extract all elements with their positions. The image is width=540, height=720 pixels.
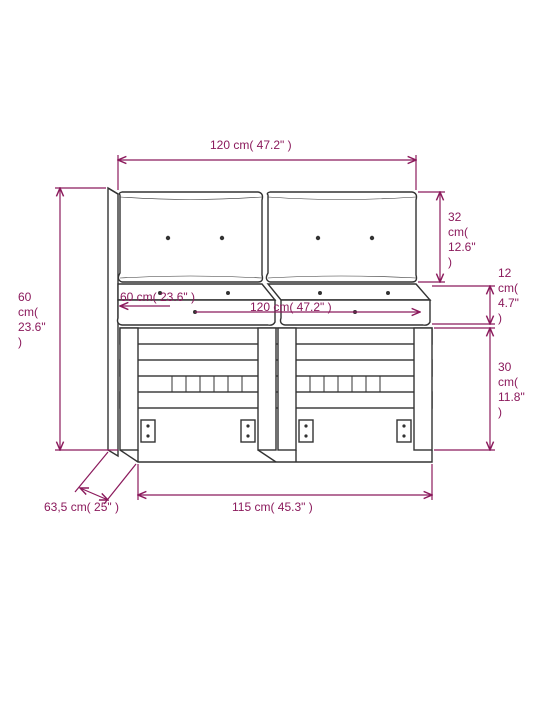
dim-base-width: 115 cm( 45.3" ) <box>232 500 313 514</box>
dim-seat-depth: 60 cm( 23.6" ) <box>120 290 195 304</box>
drawing-svg <box>0 0 540 720</box>
sofa-outline <box>108 188 432 462</box>
backrest-cushions <box>118 192 416 282</box>
dim-top-width: 120 cm( 47.2" ) <box>210 138 292 152</box>
dim-total-height: 60cm(23.6") <box>18 290 46 350</box>
dim-base-height: 30cm(11.8") <box>498 360 525 420</box>
dim-cushion-height: 12cm(4.7") <box>498 266 519 326</box>
dim-seat-width: 120 cm( 47.2" ) <box>250 300 332 314</box>
diagram-canvas: 120 cm( 47.2" ) 32cm(12.6") 12cm(4.7") 3… <box>0 0 540 720</box>
base-frame <box>120 328 432 462</box>
dim-depth: 63,5 cm( 25" ) <box>44 500 119 514</box>
dim-back-height: 32cm(12.6") <box>448 210 476 270</box>
